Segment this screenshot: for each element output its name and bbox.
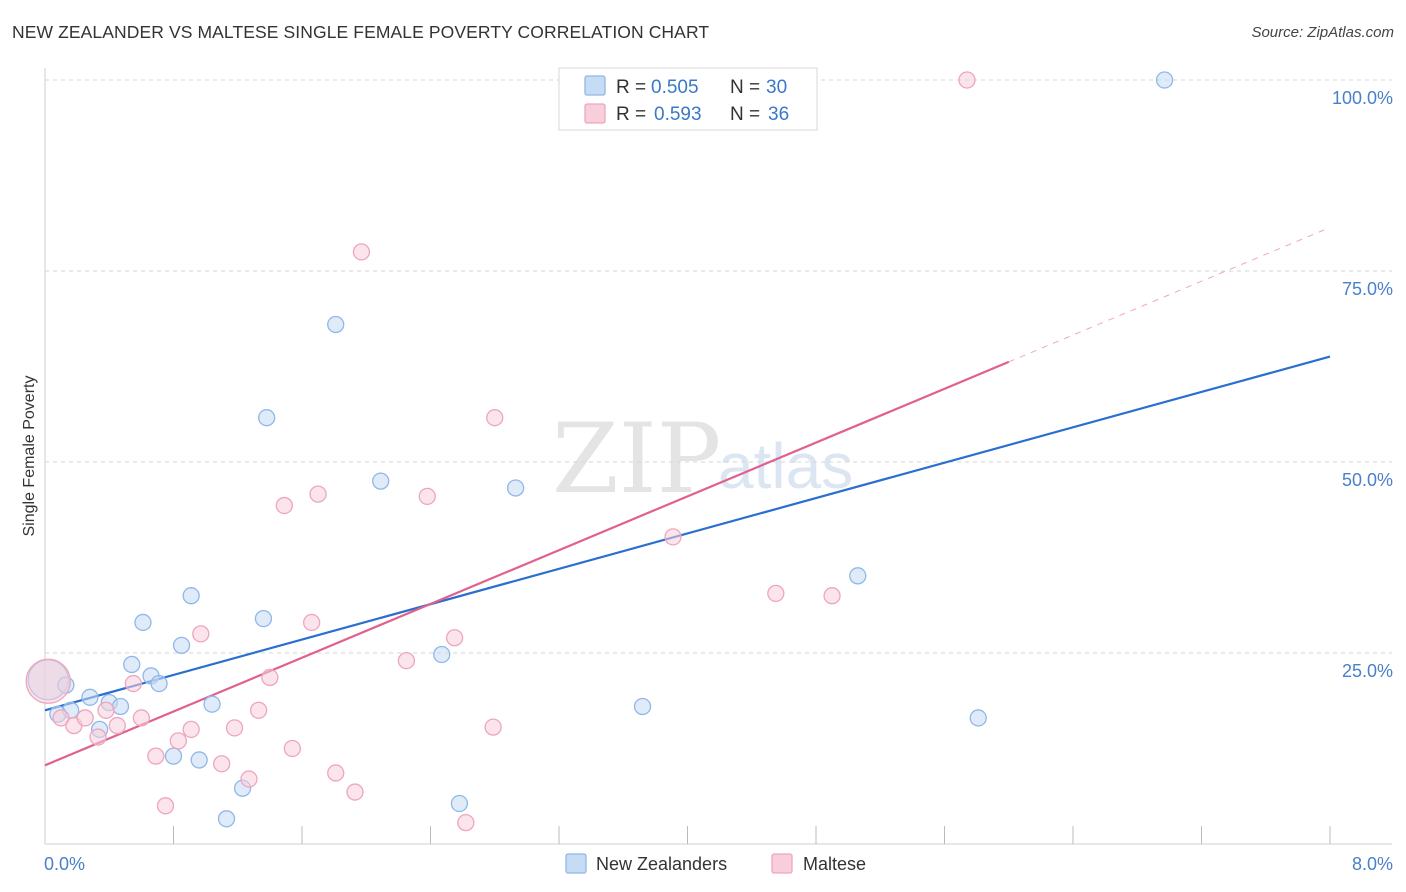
point-maltese-7 bbox=[124, 674, 142, 693]
point-maltese-35 bbox=[958, 71, 976, 89]
point-new-zealanders-6 bbox=[111, 697, 130, 716]
point-new-zealanders-14 bbox=[190, 751, 208, 769]
watermark-atlas: atlas bbox=[718, 430, 853, 502]
legend-r-value-1: 0.505 bbox=[651, 77, 699, 98]
point-maltese-11 bbox=[169, 732, 187, 750]
point-maltese-25 bbox=[352, 243, 371, 261]
point-maltese-18 bbox=[261, 668, 279, 687]
trend-line-extension-maltese bbox=[1008, 226, 1331, 363]
y-tick-label-50: 50.0% bbox=[1342, 470, 1393, 490]
bottom-legend-label-new-zealanders: New Zealanders bbox=[596, 854, 727, 874]
legend-r-value-2: 0.593 bbox=[654, 104, 702, 125]
point-maltese-28 bbox=[445, 629, 464, 647]
legend-n-label-1: N = bbox=[730, 77, 760, 98]
point-new-zealanders-8 bbox=[134, 613, 152, 632]
correlation-legend: R = 0.505 N = 30 R = 0.593 N = 36 bbox=[558, 67, 818, 131]
chart-title: NEW ZEALANDER VS MALTESE SINGLE FEMALE P… bbox=[12, 22, 710, 42]
point-maltese-31 bbox=[486, 409, 504, 427]
y-axis-label: Single Female Poverty bbox=[21, 376, 38, 537]
point-maltese-15 bbox=[225, 719, 244, 737]
point-new-zealanders-27 bbox=[969, 709, 987, 727]
point-maltese-24 bbox=[346, 783, 364, 801]
point-maltese-8 bbox=[132, 709, 151, 727]
point-maltese-23 bbox=[327, 764, 345, 782]
point-maltese-14 bbox=[213, 755, 231, 773]
legend-n-label-2: N = bbox=[730, 104, 760, 125]
bottom-legend-swatch-new-zealanders bbox=[565, 853, 587, 874]
point-maltese-34 bbox=[823, 587, 841, 605]
point-new-zealanders-10 bbox=[150, 674, 168, 693]
point-new-zealanders-7 bbox=[123, 655, 141, 674]
point-maltese-3 bbox=[76, 709, 94, 727]
x-ticks bbox=[173, 826, 1331, 844]
point-new-zealanders-20 bbox=[327, 315, 345, 334]
point-maltese-0 bbox=[25, 658, 71, 704]
trend-line-maltese bbox=[44, 360, 1010, 767]
bottom-legend-label-maltese: Maltese bbox=[803, 854, 866, 874]
point-new-zealanders-19 bbox=[258, 409, 276, 427]
point-new-zealanders-28 bbox=[1155, 71, 1174, 89]
point-maltese-33 bbox=[767, 584, 785, 603]
legend-n-value-2: 36 bbox=[768, 104, 789, 125]
point-new-zealanders-24 bbox=[506, 479, 525, 497]
point-maltese-29 bbox=[457, 813, 475, 832]
point-maltese-32 bbox=[664, 528, 682, 546]
trend-lines bbox=[44, 226, 1331, 767]
legend-n-value-1: 30 bbox=[766, 77, 787, 98]
point-new-zealanders-16 bbox=[217, 810, 236, 828]
point-maltese-12 bbox=[182, 720, 200, 739]
point-new-zealanders-23 bbox=[450, 794, 469, 813]
point-maltese-4 bbox=[89, 728, 107, 746]
point-new-zealanders-3 bbox=[81, 688, 99, 706]
legend-swatch-new-zealanders bbox=[584, 75, 606, 96]
bottom-legend-swatch-maltese bbox=[771, 853, 793, 874]
point-maltese-10 bbox=[156, 797, 175, 815]
point-new-zealanders-12 bbox=[172, 636, 191, 655]
trend-line-new-zealanders bbox=[44, 355, 1331, 712]
point-maltese-16 bbox=[240, 770, 258, 788]
legend-swatch-maltese bbox=[584, 103, 606, 124]
point-new-zealanders-21 bbox=[372, 472, 390, 490]
point-maltese-26 bbox=[397, 651, 416, 670]
point-maltese-19 bbox=[275, 496, 293, 515]
point-maltese-22 bbox=[309, 485, 327, 503]
point-maltese-5 bbox=[97, 701, 115, 719]
y-tick-label-100: 100.0% bbox=[1332, 88, 1393, 108]
point-new-zealanders-22 bbox=[433, 645, 451, 664]
source-label: Source: ZipAtlas.com bbox=[1251, 24, 1394, 41]
point-maltese-21 bbox=[302, 613, 321, 632]
y-tick-label-25: 25.0% bbox=[1342, 661, 1393, 681]
point-maltese-30 bbox=[484, 718, 502, 736]
point-maltese-27 bbox=[418, 487, 436, 506]
y-tick-label-75: 75.0% bbox=[1342, 279, 1393, 299]
point-new-zealanders-18 bbox=[254, 609, 273, 628]
legend-r-label-1: R = bbox=[616, 77, 646, 98]
point-maltese-20 bbox=[283, 739, 302, 758]
data-points bbox=[25, 71, 1174, 832]
point-new-zealanders-15 bbox=[203, 695, 221, 713]
point-maltese-1 bbox=[52, 709, 70, 727]
watermark-zip: ZIP bbox=[552, 403, 721, 515]
point-new-zealanders-26 bbox=[849, 567, 867, 585]
x-tick-label-min: 0.0% bbox=[44, 854, 85, 874]
x-tick-label-max: 8.0% bbox=[1352, 854, 1393, 874]
y-tick-labels: 25.0% 50.0% 75.0% 100.0% bbox=[1332, 88, 1393, 681]
point-maltese-9 bbox=[147, 747, 165, 765]
point-maltese-13 bbox=[192, 625, 210, 643]
legend-r-label-2: R = bbox=[616, 104, 646, 125]
series-legend: New Zealanders Maltese bbox=[565, 853, 866, 874]
point-new-zealanders-11 bbox=[164, 747, 183, 765]
point-new-zealanders-25 bbox=[633, 697, 652, 716]
point-maltese-6 bbox=[108, 716, 126, 735]
point-maltese-17 bbox=[249, 701, 268, 719]
gridlines bbox=[45, 79, 1392, 654]
point-new-zealanders-13 bbox=[182, 587, 200, 605]
